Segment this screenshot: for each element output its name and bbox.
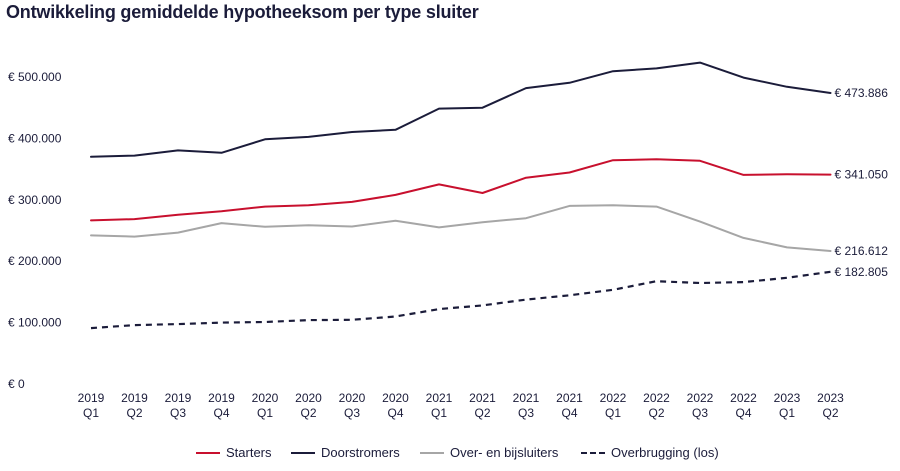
- x-tick-label: 2020 Q1: [252, 391, 279, 420]
- x-tick-label: 2022 Q4: [730, 391, 757, 420]
- x-tick-label: 2021 Q3: [513, 391, 540, 420]
- x-tick-label: 2021 Q1: [426, 391, 453, 420]
- series-line-starters: [90, 158, 832, 222]
- y-tick-label: € 100.000: [8, 316, 62, 330]
- y-tick-label: € 0: [8, 377, 25, 391]
- y-tick-label: € 300.000: [8, 193, 62, 207]
- x-tick-label: 2023 Q2: [817, 391, 844, 420]
- x-tick-label: 2022 Q1: [600, 391, 627, 420]
- legend-swatch-doorstromers: [291, 451, 315, 454]
- legend-label-starters: Starters: [226, 445, 272, 460]
- legend-item-starters: Starters: [196, 445, 272, 460]
- series-lines: [90, 61, 832, 330]
- series-line-doorstromers: [90, 61, 832, 158]
- x-tick-label: 2023 Q1: [774, 391, 801, 420]
- x-tick-label: 2022 Q3: [687, 391, 714, 420]
- x-tick-label: 2019 Q1: [78, 391, 105, 420]
- legend-label-doorstromers: Doorstromers: [321, 445, 400, 460]
- y-tick-label: € 400.000: [8, 131, 62, 145]
- x-tick-label: 2022 Q2: [643, 391, 670, 420]
- end-label-overbrugging: € 182.805: [835, 265, 889, 279]
- x-tick-label: 2020 Q2: [295, 391, 322, 420]
- series-line-overbrugging: [90, 270, 831, 330]
- series-line-over: [90, 204, 832, 252]
- x-tick-label: 2019 Q4: [208, 391, 235, 420]
- x-tick-label: 2021 Q4: [556, 391, 583, 420]
- end-label-starters: € 341.050: [835, 168, 889, 182]
- legend-swatch-overbrugging: [581, 451, 605, 454]
- legend-label-over-en-bijsluiters: Over- en bijsluiters: [450, 445, 559, 460]
- end-label-doorstromers: € 473.886: [835, 86, 889, 100]
- x-axis: 2019 Q1 2019 Q2 2019 Q3 2019 Q4 2020 Q1 2020 Q2 2020…: [78, 391, 845, 420]
- legend-swatch-over-en-bijsluiters: [420, 451, 444, 454]
- line-chart: € 0 € 100.000 € 200.000 € 300.000 € 400.000 €…: [8, 61, 889, 420]
- legend: Starters Doorstromers Over- en bijsluite…: [0, 445, 900, 469]
- legend-item-overbrugging: Overbrugging (los): [581, 445, 719, 460]
- x-tick-label: 2021 Q2: [469, 391, 496, 420]
- legend-item-over-en-bijsluiters: Over- en bijsluiters: [420, 445, 558, 460]
- end-label-over: € 216.612: [835, 244, 889, 258]
- y-axis: € 0 € 100.000 € 200.000 € 300.000 € 400.000 €…: [8, 70, 62, 391]
- x-tick-label: 2019 Q3: [165, 391, 192, 420]
- chart-title: Ontwikkeling gemiddelde hypotheeksom per…: [6, 2, 479, 22]
- x-tick-label: 2019 Q2: [121, 391, 148, 420]
- end-labels: € 341.050 € 473.886 € 216.612 € 182.805: [835, 86, 889, 279]
- legend-item-doorstromers: Doorstromers: [291, 445, 400, 460]
- y-tick-label: € 200.000: [8, 254, 62, 268]
- y-tick-label: € 500.000: [8, 70, 62, 84]
- x-tick-label: 2020 Q3: [339, 391, 366, 420]
- legend-label-overbrugging: Overbrugging (los): [611, 445, 719, 460]
- legend-swatch-starters: [196, 451, 220, 454]
- x-tick-label: 2020 Q4: [382, 391, 409, 420]
